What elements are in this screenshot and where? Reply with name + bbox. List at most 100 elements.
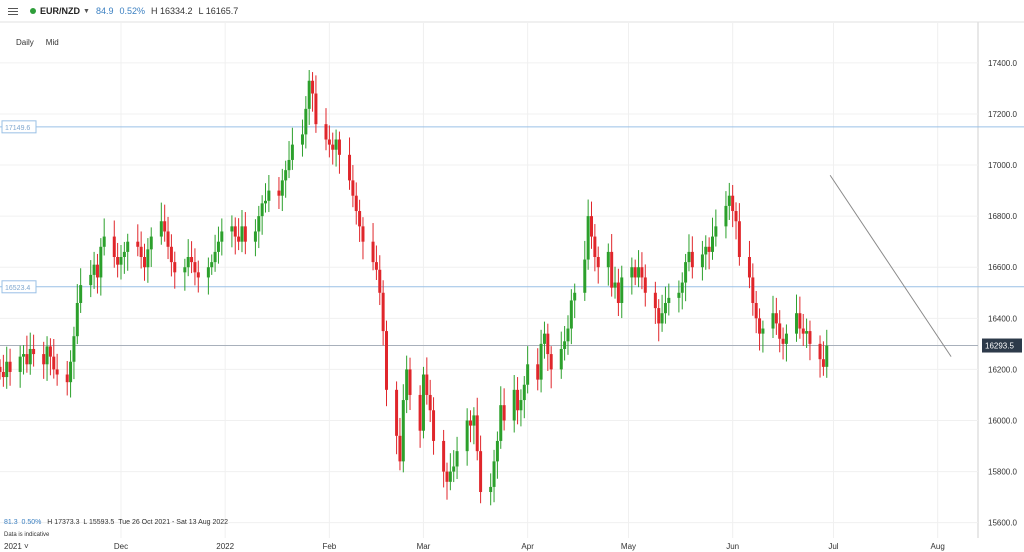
x-tick-label: Feb	[322, 542, 336, 551]
candle-body	[653, 292, 657, 309]
candle-body	[18, 356, 22, 372]
candle-body	[663, 302, 667, 314]
candle-body	[606, 251, 610, 268]
candle-body	[502, 405, 506, 421]
candle-body	[432, 410, 436, 441]
candle-body	[371, 241, 375, 263]
interval-selector[interactable]: Daily	[16, 38, 34, 47]
candle-body	[136, 241, 140, 247]
candle-body	[384, 331, 388, 390]
candle-body	[112, 236, 116, 258]
candle-body	[593, 236, 597, 258]
candle-body	[737, 221, 741, 258]
candle-body	[469, 420, 473, 426]
candle-body	[149, 236, 153, 250]
level-label-box	[1, 120, 37, 134]
candle-body	[216, 241, 220, 252]
candle-body	[771, 313, 775, 329]
candle-body	[116, 257, 120, 265]
candle-body	[378, 269, 382, 293]
candle-body	[358, 211, 362, 227]
candle-body	[240, 226, 244, 242]
candle-body	[784, 333, 788, 344]
candle-body	[425, 374, 429, 395]
level-label-box	[1, 280, 37, 294]
change-percent: 0.52%	[119, 6, 145, 16]
candle-body	[32, 348, 36, 355]
candle-body	[495, 440, 499, 462]
candle-body	[331, 144, 335, 150]
x-tick-label: Dec	[114, 542, 128, 551]
candle-body	[448, 471, 452, 482]
candle-body	[445, 471, 449, 482]
y-tick-label: 16200.0	[988, 365, 1017, 374]
y-tick-label: 16800.0	[988, 212, 1017, 221]
candle-body	[479, 451, 483, 493]
candle-body	[190, 257, 194, 263]
candle-body	[680, 282, 684, 293]
candle-body	[0, 366, 2, 372]
candle-body	[173, 262, 177, 273]
trend-line	[829, 174, 952, 357]
year-dropdown-icon[interactable]: ˅	[24, 542, 29, 551]
candle-body	[92, 264, 96, 275]
symbol-dropdown-icon[interactable]: ▼	[83, 7, 90, 15]
symbol-label[interactable]: EUR/NZD	[40, 6, 80, 16]
candle-body	[452, 466, 456, 472]
price-type-selector[interactable]: Mid	[45, 38, 59, 47]
candle-body	[825, 345, 829, 367]
candle-body	[28, 348, 32, 365]
candle-body	[48, 346, 52, 357]
candle-body	[492, 461, 496, 487]
session-high: H 16334.2	[151, 6, 193, 16]
candle-body	[522, 384, 526, 401]
menu-icon[interactable]	[8, 7, 18, 15]
x-tick-label: Mar	[417, 542, 431, 551]
candle-body	[569, 300, 573, 329]
candle-body	[559, 348, 563, 370]
candle-body	[734, 211, 738, 222]
year-selector[interactable]: 2021 ˅	[4, 542, 29, 551]
candle-body	[22, 354, 26, 357]
candle-body	[643, 277, 647, 293]
candle-body	[516, 389, 520, 411]
candle-body	[727, 195, 731, 206]
candle-body	[395, 389, 399, 436]
candle-body	[408, 369, 412, 395]
candle-body	[72, 336, 76, 362]
candle-body	[327, 139, 331, 145]
candle-body	[5, 361, 9, 378]
candle-body	[704, 246, 708, 255]
current-price-tag	[982, 338, 1022, 353]
candle-body	[795, 313, 799, 334]
candle-body	[542, 333, 546, 344]
candle-body	[314, 93, 318, 125]
y-tick-label: 16000.0	[988, 416, 1017, 425]
x-tick-label: Jul	[828, 542, 838, 551]
date-range: Tue 26 Oct 2021 - Sat 13 Aug 2022	[118, 519, 229, 526]
candle-body	[25, 354, 29, 365]
candle-body	[243, 226, 247, 242]
candle-body	[230, 226, 234, 232]
candle-body	[590, 216, 594, 237]
candle-body	[277, 190, 281, 196]
candle-body	[163, 221, 167, 232]
candle-body	[307, 80, 311, 109]
candle-body	[687, 251, 691, 263]
candle-body	[684, 262, 688, 283]
candle-body	[428, 394, 432, 411]
candle-body	[324, 124, 328, 140]
candle-body	[267, 190, 271, 201]
candle-body	[65, 374, 69, 383]
candle-body	[8, 361, 12, 372]
candle-body	[233, 226, 237, 237]
candle-body	[613, 282, 617, 288]
candle-body	[761, 328, 765, 334]
candle-body	[677, 292, 681, 298]
candle-body	[166, 231, 170, 247]
candle-body	[499, 405, 503, 441]
candle-body	[280, 180, 284, 196]
candle-body	[475, 415, 479, 452]
candle-body	[287, 159, 291, 171]
